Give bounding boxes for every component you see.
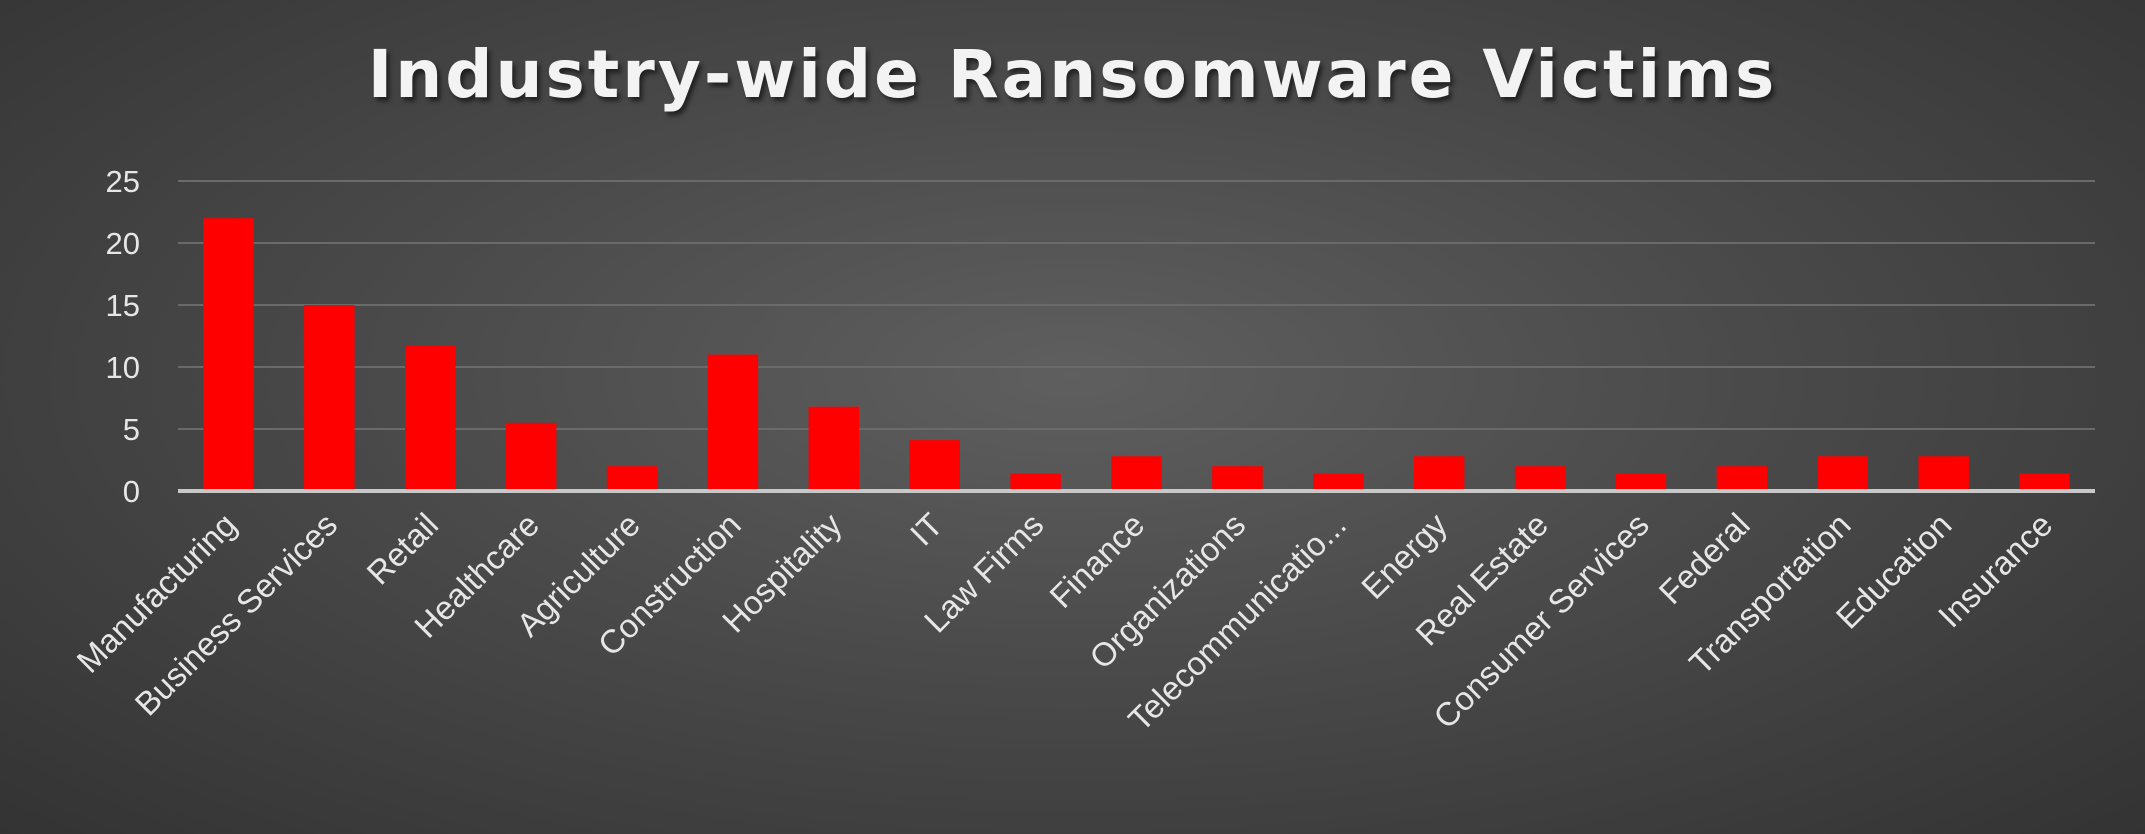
chart-title: Industry-wide Ransomware Victims	[367, 36, 1778, 113]
bar	[505, 422, 557, 491]
y-tick-label: 0	[123, 474, 140, 509]
bar	[1615, 473, 1667, 491]
bar	[1413, 456, 1465, 491]
bar	[707, 354, 759, 491]
x-tick-label: Retail	[359, 506, 445, 592]
bar	[405, 345, 456, 491]
y-tick-label: 25	[106, 164, 140, 199]
bar	[1010, 473, 1061, 491]
bar	[304, 305, 355, 491]
bar	[1212, 466, 1263, 491]
x-tick-label: Energy	[1354, 505, 1454, 605]
bar	[2019, 473, 2070, 491]
bar	[1313, 473, 1364, 491]
gridlines	[178, 180, 2095, 430]
bars	[203, 218, 2070, 491]
bar	[1817, 456, 1868, 491]
bar	[1111, 456, 1162, 491]
bar	[808, 406, 860, 491]
bar	[909, 440, 960, 491]
y-tick-label: 10	[106, 350, 140, 385]
y-tick-label: 15	[106, 288, 140, 323]
bar	[1918, 456, 1969, 491]
bar	[606, 466, 658, 491]
y-tick-label: 20	[106, 226, 140, 261]
y-axis-ticks: 0 5 10 15 20 25	[106, 164, 140, 509]
bar	[1716, 466, 1768, 491]
x-tick-label: IT	[903, 506, 950, 553]
y-tick-label: 5	[123, 412, 140, 447]
bar	[203, 218, 254, 491]
bar	[1514, 466, 1566, 491]
